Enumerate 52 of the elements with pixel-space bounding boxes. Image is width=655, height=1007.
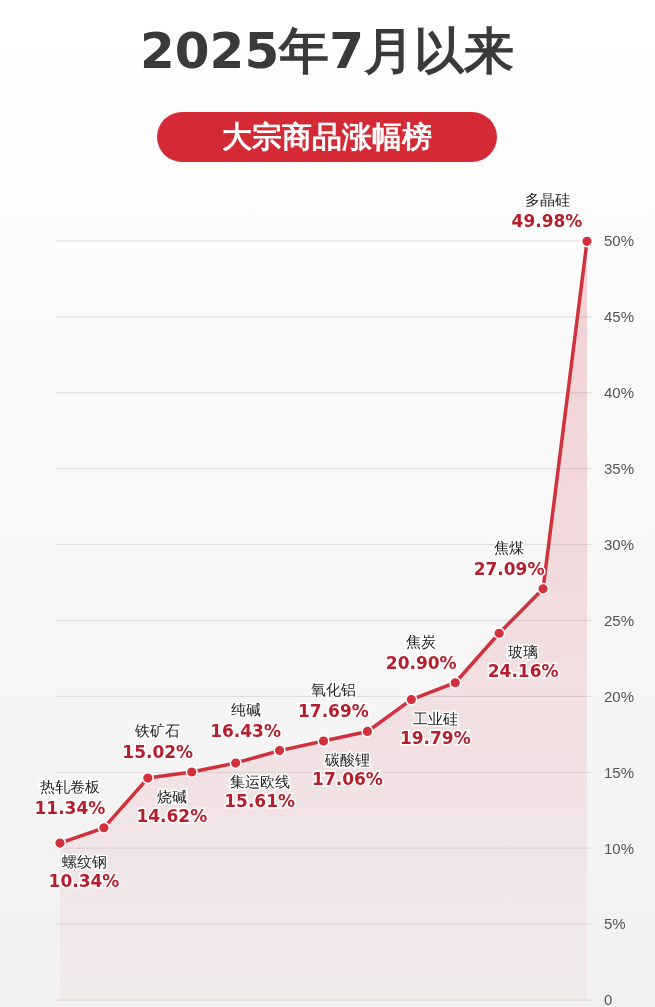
- y-tick-label: 30%: [604, 535, 635, 553]
- data-label: 24.16%: [487, 661, 559, 682]
- data-label: 10.34%: [48, 871, 120, 892]
- data-label: 49.98%: [511, 211, 583, 232]
- y-tick-label: 10%: [604, 839, 635, 857]
- point: [361, 725, 374, 738]
- data-label: 16.43%: [210, 720, 281, 741]
- annotation: 螺纹钢: [61, 853, 107, 872]
- y-tick-label: 15%: [604, 763, 635, 781]
- data-label: 15.61%: [224, 791, 296, 812]
- point: [141, 771, 154, 785]
- annotation: 集运欧线: [229, 773, 290, 792]
- point: [229, 756, 242, 770]
- point: [317, 734, 330, 748]
- annotation: 氧化铝: [310, 681, 356, 700]
- y-tick-label: 20%: [604, 687, 635, 705]
- data-label: 27.09%: [473, 558, 545, 579]
- annotation: 碳酸锂: [324, 751, 370, 770]
- annotation: 热轧卷板: [39, 777, 100, 796]
- text: 多晶硅: [524, 191, 570, 210]
- annotation: 工业硅: [412, 709, 458, 728]
- data-label: 11.34%: [34, 797, 106, 818]
- y-tick-label: 5%: [604, 915, 626, 933]
- point: [493, 627, 506, 640]
- annotation: 纯碱: [230, 700, 261, 719]
- data-label: 17.06%: [312, 769, 383, 790]
- y-tick-label: 45%: [604, 308, 635, 326]
- annotation: 烧碱: [156, 788, 187, 807]
- y-tick-label: 35%: [604, 460, 635, 477]
- point: [273, 744, 286, 757]
- data-label: 15.02%: [122, 742, 194, 762]
- data-label: 19.79%: [399, 727, 471, 748]
- chart-title: 2025年7月以来: [140, 22, 514, 80]
- y-tick-label: 40%: [604, 384, 635, 402]
- point: [185, 765, 198, 779]
- annotation: 玻璃: [508, 643, 539, 662]
- point: [405, 693, 418, 706]
- point: [53, 836, 67, 850]
- y-tick-label: 0: [604, 991, 613, 1007]
- y-tick-label: 25%: [604, 611, 635, 629]
- data-label: 20.90%: [385, 652, 457, 673]
- point: [580, 235, 594, 248]
- y-tick-label: 50%: [604, 232, 635, 250]
- point: [97, 821, 111, 834]
- chart-subtitle: 大宗商品涨幅榜: [222, 119, 432, 154]
- annotation: 焦煤: [494, 538, 525, 557]
- annotation: 焦炭: [406, 632, 437, 651]
- data-label: 17.69%: [298, 701, 369, 722]
- point: [536, 582, 550, 595]
- data-label: 14.62%: [136, 806, 208, 827]
- point: [449, 676, 462, 689]
- annotation: 铁矿石: [134, 722, 181, 740]
